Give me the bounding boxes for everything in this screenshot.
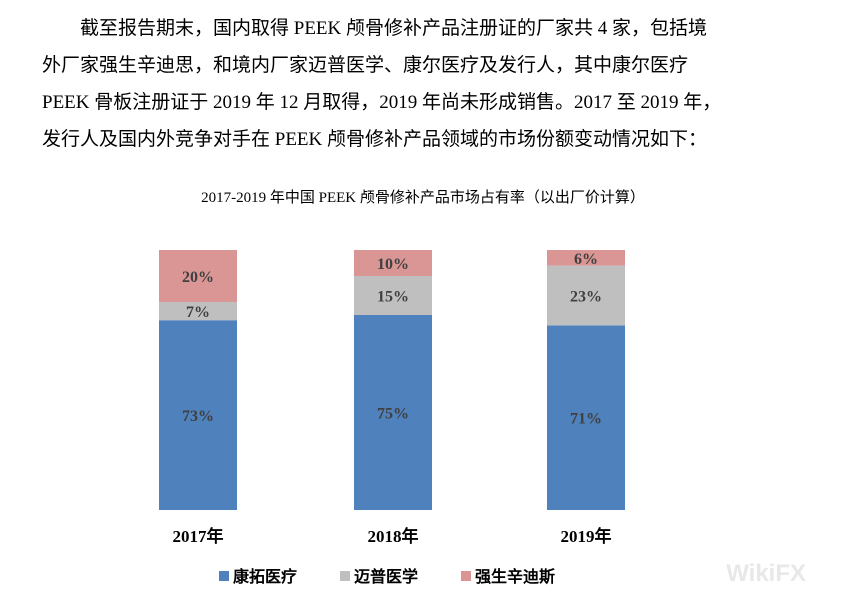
bar-segment	[547, 250, 625, 266]
bar-segment	[159, 320, 237, 510]
x-tick-label: 2018年	[368, 526, 419, 546]
x-tick-label: 2019年	[561, 526, 612, 546]
data-label: 75%	[377, 406, 409, 423]
watermark-logo: WikiFX	[726, 560, 806, 587]
bar-segment	[159, 302, 237, 321]
legend-label: 迈普医学	[354, 567, 418, 586]
bar-segment	[354, 315, 432, 510]
paragraph-line: 截至报告期末，国内取得 PEEK 颅骨修补产品注册证的厂家共 4 家，包括境	[42, 18, 708, 39]
legend-swatch	[461, 571, 471, 581]
paragraph-line: 外厂家强生辛迪思，和境内厂家迈普医学、康尔医疗及发行人，其中康尔医疗	[42, 55, 689, 76]
data-label: 10%	[377, 256, 409, 273]
legend-swatch	[219, 571, 229, 581]
data-label: 73%	[182, 408, 214, 425]
data-label: 71%	[570, 411, 602, 428]
bar-segment	[547, 265, 625, 326]
bar-segment	[354, 250, 432, 276]
chart-title: 2017-2019 年中国 PEEK 颅骨修补产品市场占有率（以出厂价计算）	[201, 190, 645, 206]
legend-label: 康拓医疗	[233, 567, 297, 586]
data-label: 23%	[570, 289, 602, 306]
data-label: 7%	[186, 304, 210, 321]
bar-segment	[547, 325, 625, 510]
body-paragraph: 截至报告期末，国内取得 PEEK 颅骨修补产品注册证的厂家共 4 家，包括境 外…	[42, 10, 782, 158]
data-label: 6%	[574, 251, 598, 268]
legend-swatch	[340, 571, 350, 581]
data-label: 20%	[182, 269, 214, 286]
paragraph-line: 发行人及国内外竞争对手在 PEEK 颅骨修补产品领域的市场份额变动情况如下：	[42, 129, 708, 150]
legend-label: 强生辛迪斯	[475, 567, 555, 586]
x-tick-label: 2017年	[173, 526, 224, 546]
data-label: 15%	[377, 289, 409, 306]
bar-segment	[354, 276, 432, 315]
bar-segment	[159, 250, 237, 302]
paragraph-line: PEEK 骨板注册证于 2019 年 12 月取得，2019 年尚未形成销售。2…	[42, 92, 722, 113]
